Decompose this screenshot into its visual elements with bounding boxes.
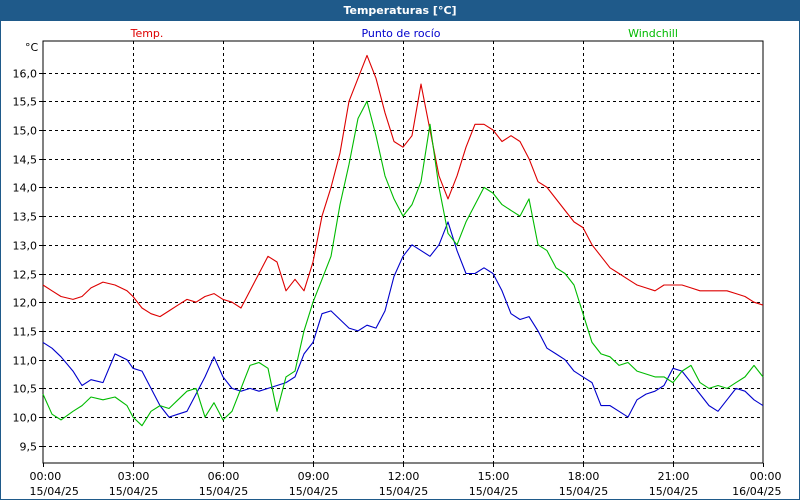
y-tick-label: 14,5: [13, 154, 38, 167]
legend-dewpoint: Punto de rocío: [361, 27, 440, 40]
x-tick-time: 03:00: [118, 470, 150, 483]
x-tick-time: 00:00: [750, 470, 782, 483]
y-tick-label: 10,0: [13, 412, 38, 425]
x-tick-date: 15/04/25: [30, 485, 79, 498]
y-axis: 9,5 10,0 10,5 11,0 11,5 12,0 12,5 13,0 13,5 14,0 1…: [13, 68, 43, 454]
x-tick-time: 18:00: [568, 470, 600, 483]
legend-windchill: Windchill: [628, 27, 678, 40]
y-tick-label: 16,0: [13, 68, 38, 81]
x-tick-date: 15/04/25: [379, 485, 428, 498]
y-tick-label: 15,5: [13, 96, 38, 109]
x-tick-date: 15/04/25: [109, 485, 158, 498]
x-tick-time: 12:00: [388, 470, 420, 483]
x-tick-date: 15/04/25: [559, 485, 608, 498]
y-tick-label: 13,5: [13, 211, 38, 224]
grid-lines: [43, 41, 763, 463]
series-lines: [42, 54, 764, 427]
x-tick-time: 06:00: [208, 470, 240, 483]
windchill-line: [42, 100, 764, 427]
y-tick-label: 12,5: [13, 269, 38, 282]
y-tick-label: 10,5: [13, 383, 38, 396]
y-tick-label: 14,0: [13, 182, 38, 195]
x-tick-date: 15/04/25: [469, 485, 518, 498]
x-tick-date: 16/04/25: [732, 485, 781, 498]
y-tick-label: 13,0: [13, 240, 38, 253]
x-tick-time: 09:00: [298, 470, 330, 483]
legend-temp: Temp.: [130, 27, 164, 40]
y-tick-label: 12,0: [13, 297, 38, 310]
x-tick-date: 15/04/25: [199, 485, 248, 498]
x-tick-time: 21:00: [658, 470, 690, 483]
x-tick-time: 15:00: [478, 470, 510, 483]
x-axis: 00:00 15/04/25 03:00 15/04/25 06:00 15/04/25 0…: [30, 463, 782, 498]
y-tick-label: 15,0: [13, 125, 38, 138]
dewpoint-line: [42, 221, 764, 418]
x-tick-time: 00:00: [30, 470, 62, 483]
x-tick-date: 15/04/25: [649, 485, 698, 498]
temp-line: [42, 54, 764, 318]
y-tick-label: 11,0: [13, 355, 38, 368]
y-axis-unit: °C: [25, 41, 39, 54]
y-tick-label: 11,5: [13, 326, 38, 339]
chart-title: Temperaturas [°C]: [1, 1, 799, 21]
y-tick-label: 9,5: [20, 441, 38, 454]
x-tick-date: 15/04/25: [289, 485, 338, 498]
